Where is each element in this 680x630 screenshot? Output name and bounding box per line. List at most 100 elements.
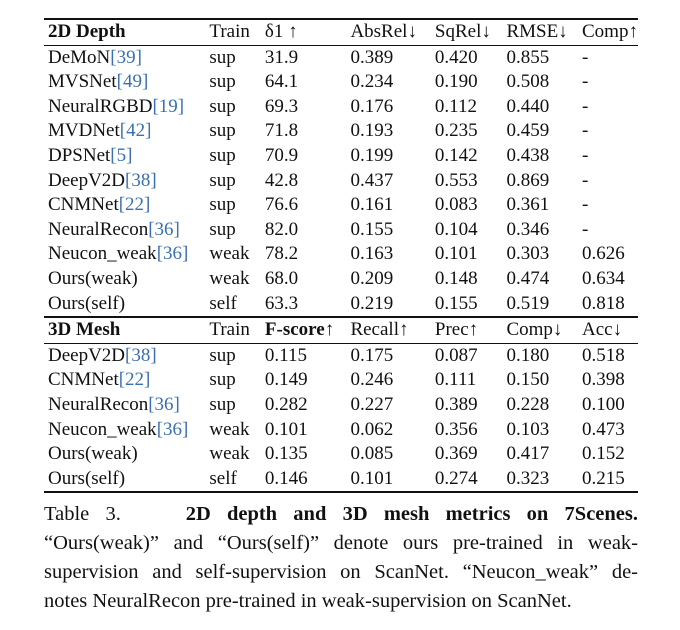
metric-value: 0.087	[434, 342, 507, 369]
metric-value: 0.474	[506, 267, 550, 289]
metric-value: 0.508	[506, 71, 550, 93]
train-type: self	[209, 292, 237, 314]
depth-method-cell: MVDNet[42]	[44, 119, 209, 144]
method-name: NeuralRecon	[48, 218, 149, 240]
metric-value: 0.389	[434, 393, 478, 415]
depth-header-6: Comp↑	[582, 17, 638, 46]
table-row: MVSNet[49] sup 64.1 0.234 0.190 0.508-	[44, 70, 638, 95]
metric-value: 0.176	[350, 95, 394, 117]
depth-method-cell: DeMoN[39]	[44, 44, 210, 71]
metric-value: 0.228	[506, 393, 550, 415]
table-row: Ours(weak) weak 68.0 0.209 0.148 0.474 0.634	[44, 267, 638, 292]
method-name: Ours(self)	[48, 292, 126, 314]
metric-value: 0.438	[506, 144, 550, 166]
train-type: sup	[209, 71, 236, 93]
metric-value: 0.209	[350, 267, 394, 289]
metric-value: 0.150	[506, 369, 550, 391]
mesh-method-cell: NeuralRecon[36]	[44, 393, 209, 418]
train-type: sup	[209, 393, 236, 415]
citation-link[interactable]: [38]	[125, 344, 157, 366]
citation-link[interactable]: [36]	[156, 418, 189, 440]
caption-label: Table 3.	[44, 503, 121, 525]
metric-value: 78.2	[264, 243, 299, 265]
citation-link[interactable]: [36]	[148, 218, 180, 240]
metric-value: 71.8	[264, 120, 299, 142]
metric-value: 0.148	[434, 267, 478, 289]
metric-value: 0.152	[582, 443, 625, 465]
citation-link[interactable]: [19]	[152, 95, 185, 117]
method-name: Neucon_weak	[48, 243, 157, 265]
metric-value: 0.235	[434, 120, 478, 142]
metric-value: 0.190	[434, 71, 478, 93]
depth-header-4: SqRel↓	[434, 17, 507, 46]
citation-link[interactable]: [42]	[119, 120, 152, 142]
metric-value: 0.282	[264, 393, 308, 415]
method-name: DPSNet	[48, 144, 111, 166]
metric-value: 0.227	[350, 393, 394, 415]
mesh-method-cell: CNMNet[22]	[44, 368, 209, 393]
citation-link[interactable]: [39]	[110, 46, 142, 68]
metric-value: 0.180	[506, 342, 582, 369]
metric-value: 0.100	[582, 393, 625, 415]
depth-method-cell: DPSNet[5]	[44, 144, 209, 169]
mesh-header-4: Prec↑	[434, 316, 507, 344]
citation-link[interactable]: [36]	[156, 243, 189, 265]
depth-header-row: 2D Depth Train δ1 ↑ AbsRel↓ SqRel↓ RMSE↓ Comp↑	[44, 17, 638, 46]
metric-value: 0.111	[434, 369, 477, 391]
metric-value: 0.103	[506, 418, 550, 440]
method-name: NeuralRecon	[48, 393, 149, 415]
metric-value: 0.246	[350, 369, 394, 391]
metric-value: 0.420	[434, 44, 507, 71]
train-type: weak	[209, 267, 250, 289]
depth-method-cell: Ours(self)	[44, 292, 209, 318]
table-row: DeepV2D[38] sup 42.8 0.437 0.553 0.869-	[44, 169, 638, 194]
metric-value: 70.9	[264, 144, 299, 166]
table-row: DeepV2D[38] sup 0.115 0.175 0.087 0.180 0.518	[44, 342, 638, 369]
citation-link[interactable]: [38]	[125, 169, 157, 191]
metric-value: 0.626	[582, 243, 625, 265]
depth-method-cell: DeepV2D[38]	[44, 169, 209, 194]
metric-value: 0.274	[434, 466, 507, 494]
metric-value: 0.869	[506, 169, 550, 191]
train-type: weak	[209, 243, 250, 265]
metric-value: 0.346	[506, 218, 550, 240]
method-name: CNMNet	[48, 369, 119, 391]
table-row: CNMNet[22] sup 76.6 0.161 0.083 0.361-	[44, 193, 638, 218]
train-type: sup	[209, 120, 236, 142]
train-type: weak	[209, 418, 250, 440]
metric-value: 0.398	[582, 369, 625, 391]
metric-value: 0.356	[434, 418, 478, 440]
citation-link[interactable]: [22]	[118, 369, 151, 391]
results-table: 2D Depth Train δ1 ↑ AbsRel↓ SqRel↓ RMSE↓ Comp↑…	[44, 17, 638, 494]
citation-link[interactable]: [22]	[118, 194, 151, 216]
metric-value: 0.219	[350, 292, 394, 314]
mesh-method-cell: DeepV2D[38]	[44, 342, 210, 369]
metric-value: -	[582, 194, 589, 216]
depth-header-3: AbsRel↓	[350, 17, 435, 46]
depth-header-1: Train	[209, 17, 265, 46]
metric-value: 0.155	[434, 292, 478, 314]
train-type: sup	[209, 169, 236, 191]
train-type: weak	[209, 443, 250, 465]
table-caption: Table 3. 2D depth and 3D mesh metrics on…	[44, 500, 638, 616]
citation-link[interactable]: [5]	[110, 144, 133, 166]
mesh-header-2: F-score↑	[264, 316, 351, 344]
method-name: Ours(weak)	[48, 443, 138, 465]
citation-link[interactable]: [36]	[148, 393, 180, 415]
metric-value: 0.062	[350, 418, 394, 440]
metric-value: 0.104	[434, 218, 478, 240]
caption-title: 2D depth and 3D mesh metrics on 7Scenes.	[185, 503, 639, 525]
metric-value: -	[582, 44, 638, 71]
method-name: CNMNet	[48, 194, 119, 216]
mesh-method-cell: Ours(self)	[44, 466, 210, 494]
method-name: Ours(weak)	[48, 267, 138, 289]
metric-value: 0.369	[434, 443, 478, 465]
metric-value: -	[582, 95, 589, 117]
metric-value: 0.115	[264, 342, 351, 369]
citation-link[interactable]: [49]	[116, 71, 149, 93]
mesh-header-1: Train	[209, 316, 265, 344]
metric-value: 0.163	[350, 243, 394, 265]
metric-value: 0.155	[350, 218, 394, 240]
metric-value: 68.0	[264, 267, 299, 289]
metric-value: 0.101	[264, 418, 308, 440]
